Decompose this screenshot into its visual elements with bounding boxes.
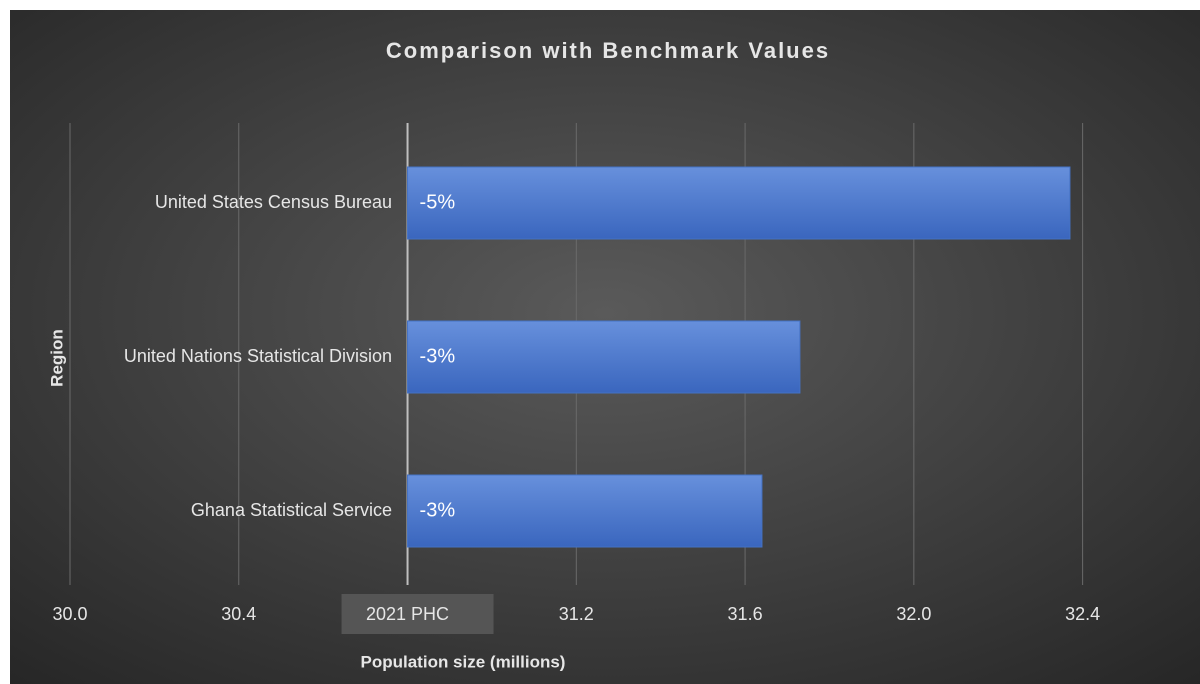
y-axis-label: Region: [47, 329, 66, 387]
x-tick-label: 30.0: [52, 604, 87, 624]
x-tick-label: 31.6: [728, 604, 763, 624]
bar-label: -3%: [420, 345, 456, 367]
x-tick-label: 32.0: [896, 604, 931, 624]
x-tick-label: 32.4: [1065, 604, 1100, 624]
chart-title: Comparison with Benchmark Values: [386, 38, 830, 63]
bar: [407, 166, 1071, 240]
y-tick-label: Ghana Statistical Service: [191, 500, 392, 520]
bar-label: -3%: [420, 499, 456, 521]
x-tick-label: 2021 PHC: [366, 604, 449, 624]
y-tick-label: United States Census Bureau: [155, 192, 392, 212]
bar: [407, 474, 763, 548]
x-axis-label: Population size (millions): [361, 652, 566, 671]
bar: [407, 320, 801, 394]
baseline-label-box: [341, 594, 494, 634]
x-tick-label: 31.2: [559, 604, 594, 624]
y-tick-label: United Nations Statistical Division: [124, 346, 392, 366]
x-tick-label: 30.4: [221, 604, 256, 624]
bar-label: -5%: [420, 191, 456, 213]
